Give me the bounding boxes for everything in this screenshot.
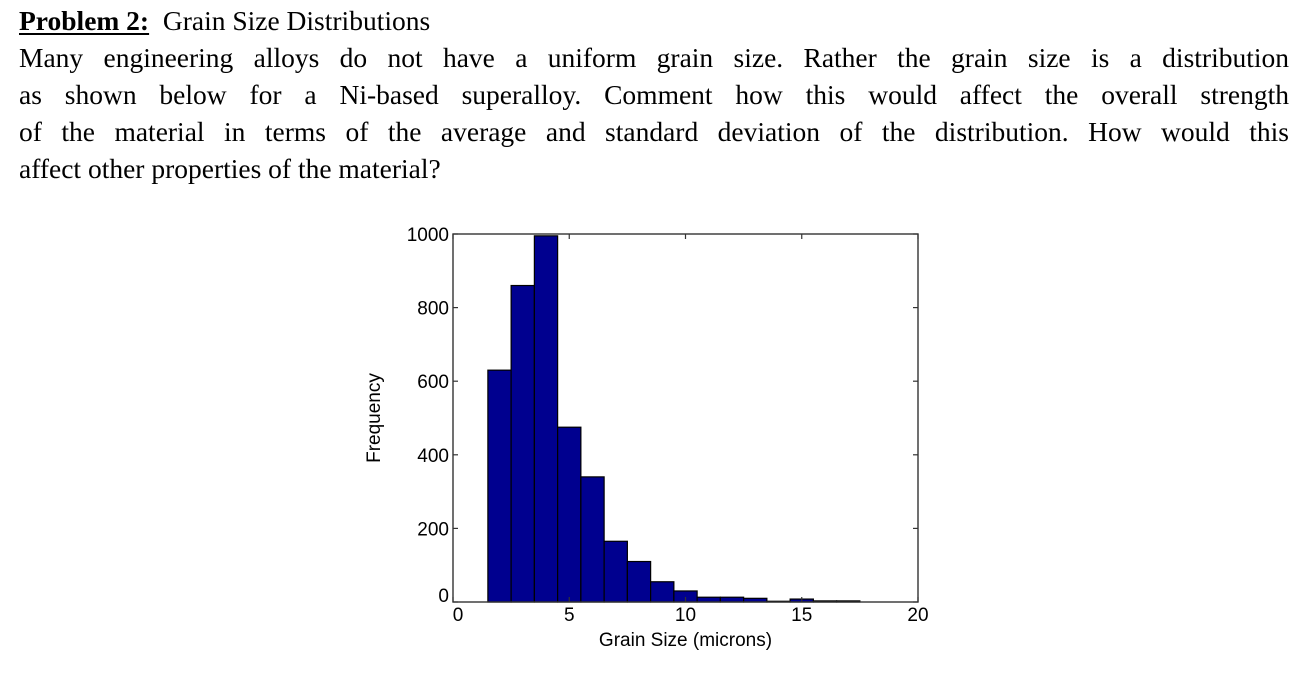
x-tick-label: 20 xyxy=(907,605,928,626)
x-tick-label: 5 xyxy=(564,605,575,626)
problem-line: Many engineering alloys do not have a un… xyxy=(19,42,1289,73)
histogram-bar xyxy=(603,540,628,603)
axis-ticks: 0 200 400 600 800 1000 0 5 10 15 20 xyxy=(407,225,929,626)
x-axis-label: Grain Size (microns) xyxy=(599,630,772,651)
histogram-bar xyxy=(650,581,675,603)
y-axis-label: Frequency xyxy=(364,373,385,463)
histogram-bar xyxy=(696,596,721,603)
problem-line: as shown below for a Ni-based superalloy… xyxy=(19,79,1289,110)
problem-heading: Problem 2: Grain Size Distributions xyxy=(19,2,1289,39)
x-tick-label: 0 xyxy=(453,605,464,626)
histogram-bars xyxy=(487,235,861,603)
problem-line: affect other properties of the material? xyxy=(19,153,441,184)
y-tick-label: 200 xyxy=(417,519,449,540)
histogram-bar xyxy=(626,560,652,603)
histogram-bar xyxy=(533,235,559,603)
histogram-bar xyxy=(557,426,582,603)
problem-text: Problem 2: Grain Size Distributions Many… xyxy=(19,2,1289,187)
grain-size-histogram: 0 200 400 600 800 1000 0 5 10 15 20 Grain Size (mi… xyxy=(340,215,960,670)
y-tick-label: 1000 xyxy=(407,225,449,246)
x-tick-label: 10 xyxy=(675,605,696,626)
histogram-bar xyxy=(580,476,605,603)
histogram-bar xyxy=(719,596,745,603)
y-tick-label: 400 xyxy=(417,446,449,467)
y-tick-label: 600 xyxy=(417,372,449,393)
problem-label: Problem 2: xyxy=(19,5,150,36)
histogram-bar xyxy=(510,284,535,603)
x-tick-label: 15 xyxy=(791,605,812,626)
y-tick-label: 0 xyxy=(438,586,449,607)
problem-body: Many engineering alloys do not have a un… xyxy=(19,39,1289,187)
y-tick-label: 800 xyxy=(417,299,449,320)
problem-title: Grain Size Distributions xyxy=(162,5,431,36)
histogram-svg: 0 200 400 600 800 1000 0 5 10 15 20 Grain Size (mi… xyxy=(364,225,929,651)
histogram-bar xyxy=(487,369,512,603)
problem-line: of the material in terms of the average … xyxy=(19,116,1289,147)
